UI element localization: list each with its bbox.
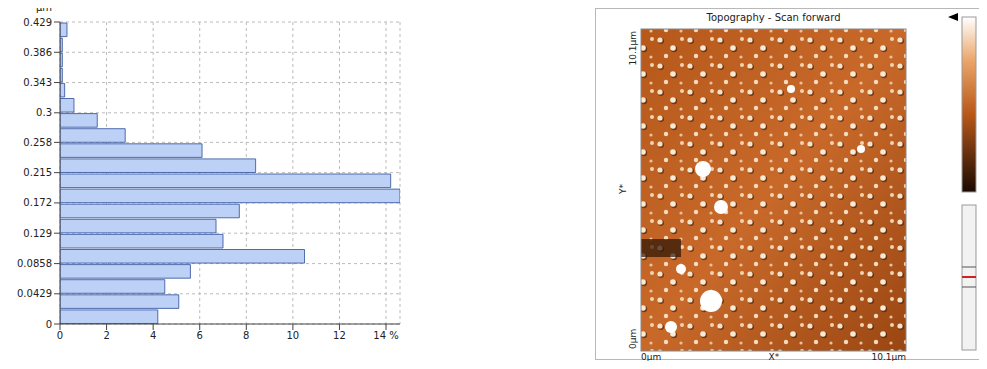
html-text:10.1µm: 10.1µm xyxy=(628,31,638,66)
svg-text:2: 2 xyxy=(103,330,109,341)
svg-text:0: 0 xyxy=(46,319,52,330)
html-text:X*: X* xyxy=(768,352,780,362)
svg-text:0.429: 0.429 xyxy=(23,17,52,28)
svg-text:0.215: 0.215 xyxy=(23,167,52,178)
svg-text:0.343: 0.343 xyxy=(23,77,52,88)
svg-text:0.172: 0.172 xyxy=(23,197,52,208)
svg-text:0: 0 xyxy=(57,330,63,341)
html-text:µm: µm xyxy=(36,2,53,13)
html-text:0µm: 0µm xyxy=(641,352,662,362)
svg-text:6: 6 xyxy=(197,330,203,341)
svg-text:14 %: 14 % xyxy=(373,330,398,341)
svg-text:0.3: 0.3 xyxy=(36,107,52,118)
html-text:Topography - Scan forward: Topography - Scan forward xyxy=(706,12,841,23)
svg-text:0.0858: 0.0858 xyxy=(17,258,52,269)
svg-text:10: 10 xyxy=(287,330,300,341)
svg-text:8: 8 xyxy=(243,330,249,341)
svg-text:0.258: 0.258 xyxy=(23,137,52,148)
svg-text:0.386: 0.386 xyxy=(23,47,52,58)
svg-text:0.129: 0.129 xyxy=(23,228,52,239)
svg-text:0.0429: 0.0429 xyxy=(17,288,52,299)
svg-text:12: 12 xyxy=(333,330,346,341)
html-text:Y*: Y* xyxy=(618,184,628,194)
html-text:0µm: 0µm xyxy=(628,328,638,349)
html-text:10.1µm: 10.1µm xyxy=(871,352,906,362)
svg-text:4: 4 xyxy=(150,330,156,341)
